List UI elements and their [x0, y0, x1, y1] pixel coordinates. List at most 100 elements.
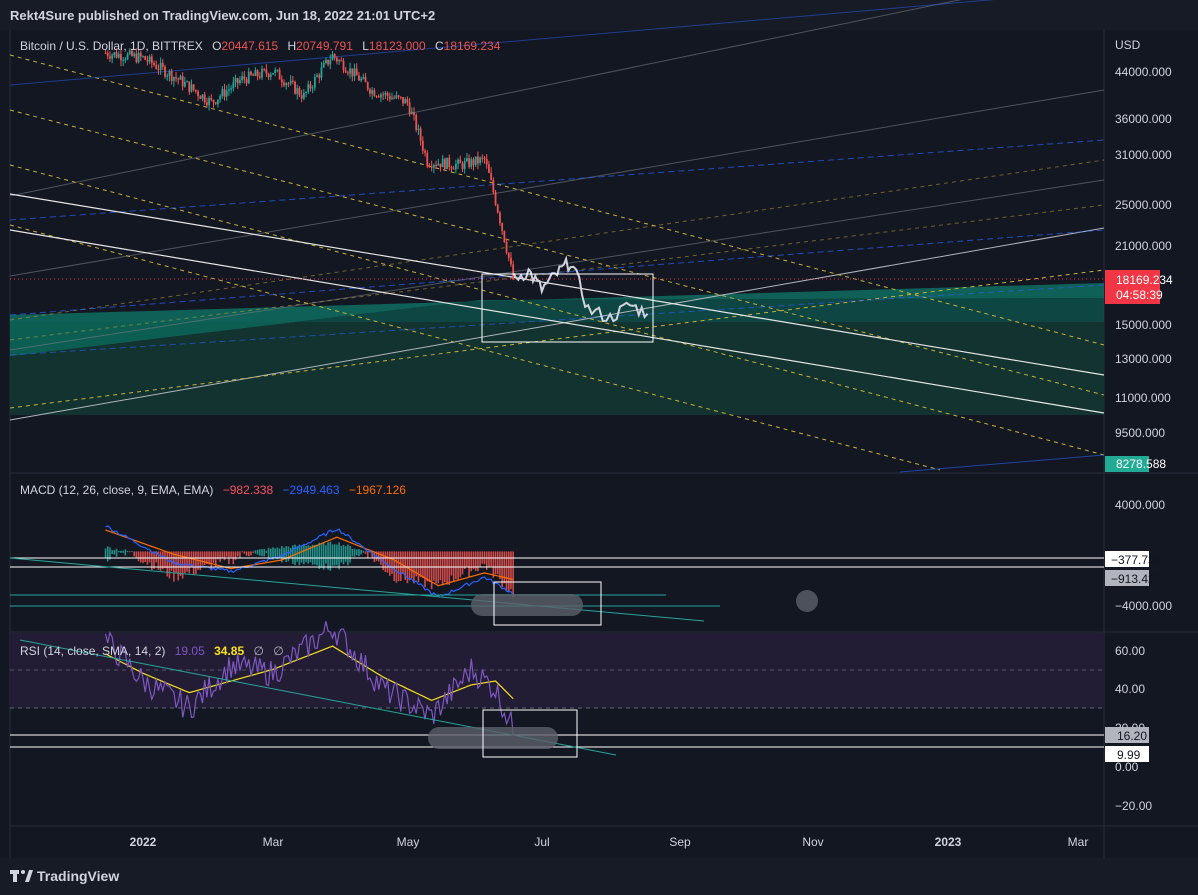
candle-body: [197, 91, 199, 97]
macd-histogram-bar: [133, 551, 135, 557]
macd-histogram-bar: [128, 551, 131, 553]
macd-histogram-bar: [309, 546, 312, 563]
macd-histogram-bar: [422, 551, 424, 579]
projection-path[interactable]: [512, 255, 649, 323]
ohlc-low-value: 18123.000: [369, 39, 426, 53]
candle-body: [128, 50, 131, 54]
rsi-axis[interactable]: 60.00 40.00 20.00 0.00 −20.00 16.20 9.99: [1105, 644, 1152, 813]
candle-body: [203, 94, 206, 103]
macd-histogram-bar: [408, 551, 411, 581]
svg-text:MACD (12, 26, close, 9, EMA, E: MACD (12, 26, close, 9, EMA, EMA) −982.3…: [20, 483, 406, 497]
macd-histogram-bar: [452, 551, 455, 582]
candle-body: [402, 97, 404, 104]
macd-histogram-bar: [505, 551, 508, 591]
macd-histogram-bar: [331, 544, 334, 566]
blue-dashed-lines[interactable]: [9, 139, 1105, 356]
macd-histogram-bar: [340, 545, 343, 563]
target-price-badge: [1105, 456, 1149, 472]
macd-histogram-bar: [507, 551, 510, 592]
macd-circle-marker[interactable]: [796, 590, 818, 612]
price-highlight-box[interactable]: [481, 273, 654, 343]
macd-histogram-bar: [148, 551, 151, 563]
candle-body: [263, 69, 266, 71]
macd-histogram-bar: [159, 551, 162, 571]
macd-highlight-box[interactable]: [493, 581, 602, 626]
macd-histogram-bar: [344, 546, 347, 562]
candle-body: [474, 156, 477, 166]
candle-body: [338, 60, 341, 62]
price-tick: 11000.000: [1115, 391, 1171, 405]
rsi-title: RSI (14, close, SMA, 14, 2): [20, 644, 165, 658]
macd-pill-marker[interactable]: [471, 594, 583, 616]
candle-body: [406, 99, 409, 103]
candle-body: [426, 152, 429, 167]
candle-body: [164, 66, 166, 77]
macd-histogram-bar: [353, 548, 356, 557]
last-price-badge: [1105, 270, 1160, 304]
candle-body: [261, 69, 263, 78]
candle-body: [144, 56, 147, 60]
candle-body: [117, 54, 120, 58]
candle-body: [219, 96, 222, 100]
macd-axis[interactable]: 4000.000 −4000.000 −377.735 −913.429: [1105, 498, 1172, 613]
tradingview-logo-text: TradingView: [37, 868, 119, 884]
candle-body: [399, 96, 402, 98]
rsi-pane[interactable]: [10, 621, 1104, 758]
candle-body: [430, 166, 433, 168]
candle-body: [503, 230, 506, 243]
macd-histogram-bar: [320, 543, 323, 568]
candle-body: [221, 89, 224, 97]
macd-histogram-bar: [236, 551, 239, 557]
macd-histogram-bar: [466, 551, 468, 568]
rsi-pill-marker[interactable]: [428, 727, 558, 749]
tradingview-logo[interactable]: TradingView: [10, 868, 119, 884]
candle-body: [291, 80, 294, 82]
macd-legend[interactable]: MACD (12, 26, close, 9, EMA, EMA) −982.3…: [20, 483, 406, 497]
macd-histogram-bar: [358, 549, 360, 557]
grey-channel-lines[interactable]: [9, 0, 1105, 421]
price-axis[interactable]: USD 44000.000 36000.000 31000.000 25000.…: [1105, 38, 1173, 472]
macd-level-badge-2: [1105, 570, 1149, 586]
macd-histogram-bar: [512, 551, 514, 598]
candle-body: [217, 99, 219, 104]
candle-body: [269, 74, 272, 78]
blue-solid-lines[interactable]: [9, 0, 1105, 473]
candle-body: [298, 88, 301, 96]
candle-body: [318, 75, 321, 78]
macd-histogram-bar: [157, 551, 160, 570]
candle-body: [267, 73, 270, 78]
macd-histogram-bar: [448, 551, 451, 585]
macd-histogram-bar: [441, 551, 444, 586]
macd-histogram-bar: [188, 551, 191, 574]
rsi-level-badge: [1105, 727, 1149, 743]
time-axis[interactable]: 2022 Mar May Jul Sep Nov 2023 Mar: [130, 835, 1089, 849]
macd-histogram-bar: [433, 551, 435, 581]
candle-body: [435, 164, 437, 166]
rsi-highlight-box[interactable]: [482, 709, 578, 758]
macd-histogram-bar: [404, 551, 407, 580]
candle-body: [465, 158, 468, 162]
candle-body: [428, 166, 431, 168]
macd-level-lines[interactable]: [10, 557, 1104, 568]
candle-body: [247, 71, 250, 84]
white-trend-lines[interactable]: [9, 193, 1105, 414]
candle-body: [327, 59, 329, 65]
candle-body: [228, 89, 230, 91]
candle-body: [285, 83, 288, 86]
yellow-dashed-lines[interactable]: [9, 54, 1105, 471]
price-candles[interactable]: [104, 47, 515, 281]
macd-histogram-bar: [314, 544, 316, 565]
price-pane[interactable]: [9, 0, 1105, 473]
macd-histogram-bar: [217, 551, 219, 560]
candle-body: [106, 53, 109, 57]
price-legend[interactable]: Bitcoin / U.S. Dollar, 1D, BITTREX O2044…: [20, 39, 501, 53]
price-tick: 44000.000: [1115, 65, 1172, 79]
macd-histogram-bar: [166, 551, 169, 577]
candle-body: [232, 82, 235, 89]
macd-tick: −4000.000: [1115, 599, 1172, 613]
rsi-legend[interactable]: RSI (14, close, SMA, 14, 2) 19.05 34.85 …: [20, 644, 284, 658]
macd-pane[interactable]: [9, 525, 1104, 626]
candle-body: [454, 163, 457, 170]
time-tick: Mar: [263, 835, 284, 849]
